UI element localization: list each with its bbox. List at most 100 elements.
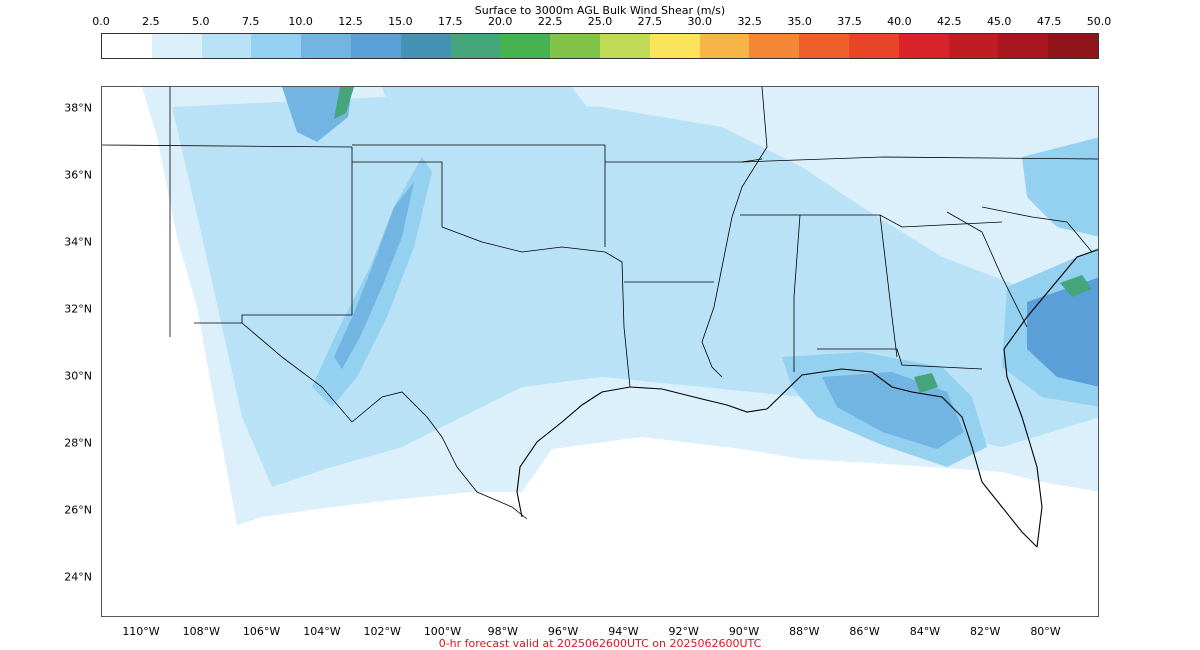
lat-label: 38°N xyxy=(64,101,92,115)
lat-label: 26°N xyxy=(64,503,92,517)
colorbar-tick-label: 2.5 xyxy=(142,15,160,28)
texas-louisiana-border xyxy=(604,251,631,388)
florida-atlantic-coast xyxy=(1003,348,1043,548)
colorbar-swatch xyxy=(350,34,401,58)
forecast-valid-text: 0-hr forecast valid at 2025062600UTC on … xyxy=(438,637,762,650)
colorbar-tick-label: 32.5 xyxy=(737,15,762,28)
atlantic-coast-north xyxy=(1003,249,1098,350)
shear-band-high-plains-core xyxy=(334,182,414,369)
shear-band-appalachian xyxy=(1022,137,1098,237)
colorbar-tick-label: 17.5 xyxy=(438,15,463,28)
mississippi-alabama-border xyxy=(793,214,801,372)
map-panel xyxy=(101,86,1099,617)
colorbar-tick-label: 37.5 xyxy=(837,15,862,28)
lon-label: 90°W xyxy=(728,625,760,638)
colorbar-tick-label: 27.5 xyxy=(637,15,663,28)
colorbar-tick-label: 15.0 xyxy=(388,15,413,28)
colorbar-tick-label: 7.5 xyxy=(241,15,260,28)
colorbar-tick-label: 42.5 xyxy=(937,15,962,28)
colorbar-tick-label: 47.5 xyxy=(1036,15,1062,28)
shear-spot-green-gulf xyxy=(914,373,938,393)
lat-label: 28°N xyxy=(64,436,92,450)
shear-band-gulf-core xyxy=(822,372,964,449)
shear-field-moderate-north xyxy=(382,87,602,157)
state-borders-layer xyxy=(102,87,1098,520)
shear-spot-green-atlantic xyxy=(1060,275,1092,297)
texas-gulf-coast xyxy=(516,386,631,518)
georgia-florida-border xyxy=(817,348,983,370)
colorbar-swatch xyxy=(301,34,351,58)
colorbar-tick-label: 45.0 xyxy=(986,15,1012,28)
lon-label: 86°W xyxy=(849,625,880,638)
lon-label: 96°W xyxy=(547,625,579,638)
shear-field-layer xyxy=(142,87,1098,525)
georgia-carolina-border xyxy=(946,211,1028,328)
colorbar-tick-label: 10.0 xyxy=(288,15,313,28)
colorbar-swatch xyxy=(699,34,750,58)
mississippi-river xyxy=(701,87,768,378)
lon-label: 88°W xyxy=(789,625,820,638)
lon-label: 80°W xyxy=(1030,625,1061,638)
colorbar-tick-label: 25.0 xyxy=(587,15,613,28)
lon-label: 108°W xyxy=(182,625,220,638)
colorbar-swatch xyxy=(649,34,700,58)
colorbar-swatch xyxy=(998,34,1049,58)
oklahoma-panhandle xyxy=(352,161,443,227)
colorbar-swatch xyxy=(1048,34,1098,58)
colorbar-swatch xyxy=(550,34,600,58)
colorbar-swatch xyxy=(201,34,252,58)
colorbar-tick-label: 35.0 xyxy=(787,15,812,28)
colorbar-swatch xyxy=(400,34,451,58)
colorbar-swatch xyxy=(799,34,849,58)
colorbar-tick-label: 0.0 xyxy=(92,15,110,28)
colorbar-tick-labels: 0.0 2.5 5.0 7.5 10.0 12.5 15.0 17.5 20.0 22.5 25.0… xyxy=(0,15,1200,29)
colorbar-tick-label: 40.0 xyxy=(887,15,912,28)
colorbar-swatch xyxy=(898,34,949,58)
lat-label: 36°N xyxy=(64,168,92,182)
lon-label: 100°W xyxy=(423,625,462,638)
nc-sc-border xyxy=(981,206,1093,253)
colorbar-swatch xyxy=(450,34,501,58)
colorbar-tick-label: 50.0 xyxy=(1086,15,1112,28)
texas-new-mexico-south xyxy=(194,314,352,324)
colorbar-swatch xyxy=(102,34,152,58)
kentucky-tennessee-border xyxy=(741,156,1098,163)
colorbar-swatch xyxy=(599,34,650,58)
lat-label: 32°N xyxy=(64,302,92,316)
shear-spot-green-high-plains xyxy=(334,87,354,119)
lon-label: 102°W xyxy=(363,625,401,638)
colorbar-swatch xyxy=(251,34,302,58)
shear-band-atlantic-core xyxy=(1027,277,1098,387)
shear-band-colorado xyxy=(282,87,352,142)
colorbar-tick-label: 30.0 xyxy=(687,15,713,28)
colorbar-swatch xyxy=(749,34,800,58)
colorbar-swatch xyxy=(848,34,899,58)
map-canvas xyxy=(102,87,1098,548)
colorbar xyxy=(101,33,1099,59)
colorado-border-south xyxy=(102,144,353,148)
lat-label: 30°N xyxy=(64,369,92,383)
lat-label: 34°N xyxy=(64,235,92,249)
tennessee-south-border xyxy=(740,214,1003,228)
colorbar-tick-label: 22.5 xyxy=(537,15,563,28)
red-river xyxy=(441,226,606,253)
plot-title: Surface to 3000m AGL Bulk Wind Shear (m/… xyxy=(474,4,726,17)
colorbar-tick-label: 12.5 xyxy=(338,15,363,28)
lon-label: 84°W xyxy=(909,625,941,638)
colorbar-swatch xyxy=(151,34,202,58)
lon-label: 92°W xyxy=(668,625,699,638)
colorbar-tick-label: 20.0 xyxy=(487,15,513,28)
colorbar-swatch xyxy=(948,34,999,58)
colorbar-swatch xyxy=(500,34,551,58)
lon-label: 106°W xyxy=(242,625,281,638)
lon-label: 104°W xyxy=(303,625,341,638)
louisiana-coast xyxy=(629,386,768,413)
gulf-coast-east xyxy=(766,368,1038,548)
alabama-georgia-border xyxy=(879,214,898,358)
lon-label: 110°W xyxy=(122,625,160,638)
coastline-layer xyxy=(516,249,1098,548)
rio-grande xyxy=(241,322,528,520)
lon-label: 94°W xyxy=(608,625,639,638)
lon-label: 98°W xyxy=(487,625,518,638)
colorbar-tick-label: 5.0 xyxy=(192,15,210,28)
